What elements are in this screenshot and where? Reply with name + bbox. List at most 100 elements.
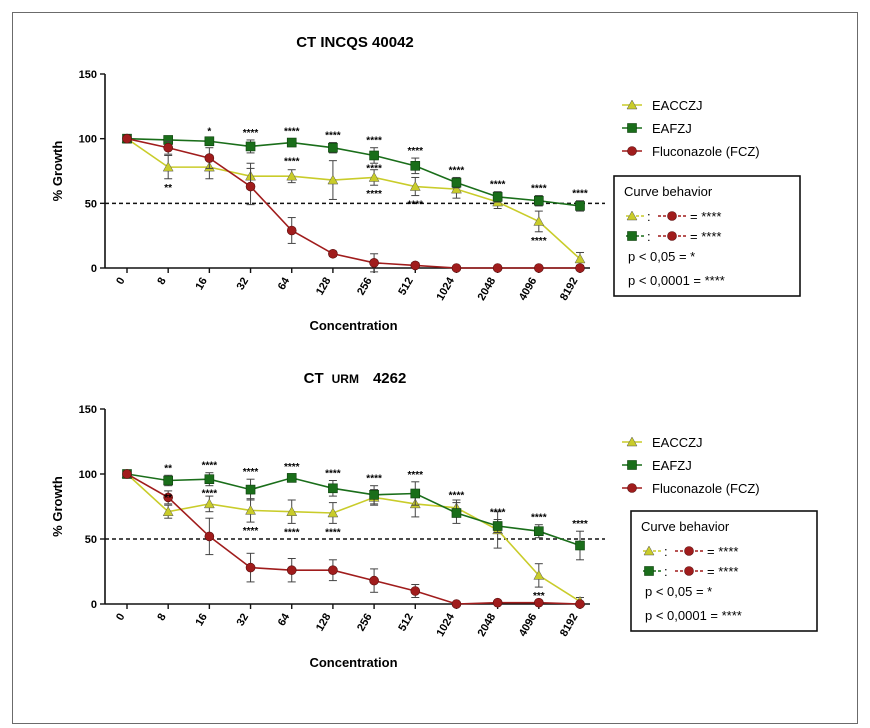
chart-title-part: URM xyxy=(332,372,359,386)
significance-label: **** xyxy=(284,462,300,473)
data-point xyxy=(328,142,338,153)
data-point xyxy=(451,263,462,273)
x-tick-label: 0 xyxy=(114,612,127,623)
data-point xyxy=(369,489,379,500)
data-point xyxy=(286,506,298,516)
data-point xyxy=(575,263,585,273)
significance-label: **** xyxy=(284,527,300,538)
x-tick-label: 16 xyxy=(193,276,210,293)
curve-behavior-box xyxy=(630,510,818,632)
data-point xyxy=(328,565,338,576)
legend-marker xyxy=(626,99,638,110)
significance-label: **** xyxy=(325,469,341,480)
chart-title-part: CT xyxy=(304,370,324,387)
data-point xyxy=(492,263,503,273)
significance-label: **** xyxy=(407,146,423,157)
data-point xyxy=(534,526,544,537)
significance-label: **** xyxy=(366,474,382,485)
data-point xyxy=(204,153,215,163)
significance-label: ** xyxy=(164,183,172,194)
x-tick-label: 32 xyxy=(235,276,252,293)
curve-row-marker xyxy=(684,546,694,556)
y-tick-label: 0 xyxy=(91,599,97,611)
curve-row-marker xyxy=(644,566,654,576)
curve-row-marker xyxy=(684,566,694,576)
data-point xyxy=(286,137,297,148)
x-tick-label: 32 xyxy=(235,612,252,629)
data-point xyxy=(574,253,586,264)
x-tick-label: 4096 xyxy=(517,276,540,303)
p-value-line-2: p < 0,0001 = **** xyxy=(628,273,725,288)
series-triangle xyxy=(121,468,586,606)
significance-label: **** xyxy=(243,467,259,478)
y-axis-label: % Growth xyxy=(50,476,65,537)
x-tick-label: 512 xyxy=(396,276,416,298)
legend-marker xyxy=(627,123,637,133)
significance-label: ** xyxy=(164,463,172,474)
y-axis-label: % Growth xyxy=(50,141,65,202)
x-tick-label: 8 xyxy=(155,612,168,623)
y-tick-label: 0 xyxy=(91,263,97,275)
chart-title: CT URM 4262 xyxy=(304,370,407,387)
curve-row-sep: : xyxy=(647,209,651,224)
curve-row-eq: = **** xyxy=(690,209,721,224)
data-point xyxy=(328,483,338,494)
curve-row-marker xyxy=(667,211,677,221)
data-point xyxy=(369,258,379,268)
legend-marker xyxy=(627,483,637,493)
legend-label: EAFZJ xyxy=(652,121,692,136)
data-point xyxy=(122,469,132,479)
data-point xyxy=(492,521,503,531)
data-point xyxy=(368,171,380,182)
data-point xyxy=(533,215,545,226)
significance-label: **** xyxy=(531,513,547,524)
x-axis-label: Concentration xyxy=(309,655,397,670)
y-tick-label: 100 xyxy=(79,469,97,481)
series-square xyxy=(122,469,585,561)
x-tick-label: 2048 xyxy=(476,276,499,303)
y-tick-label: 150 xyxy=(79,404,97,416)
chart-panel-1: CT INCQS 40042 0 50 100 150 0 8 16 32 64 128 256 512… xyxy=(50,34,801,333)
significance-label: **** xyxy=(490,180,506,191)
data-point xyxy=(410,488,421,499)
legend-marker xyxy=(627,460,637,470)
series-line xyxy=(126,137,580,269)
data-point xyxy=(410,161,421,171)
data-point xyxy=(327,507,339,518)
curve-row-eq: = **** xyxy=(707,544,738,559)
data-point xyxy=(286,473,297,483)
data-point xyxy=(204,136,215,147)
curve-row-eq: = **** xyxy=(707,564,738,579)
significance-label: **** xyxy=(243,526,259,537)
data-point xyxy=(245,484,256,495)
chart-title-part: 4262 xyxy=(373,370,406,387)
significance-label: **** xyxy=(284,156,300,167)
x-tick-label: 16 xyxy=(193,612,210,629)
data-point xyxy=(534,195,544,206)
significance-label: *** xyxy=(533,591,545,602)
data-point xyxy=(245,562,256,573)
significance-label: **** xyxy=(407,470,423,481)
significance-label: ** xyxy=(164,493,172,504)
data-point xyxy=(328,248,338,259)
data-point xyxy=(575,599,585,609)
x-tick-label: 0 xyxy=(114,276,127,287)
data-point xyxy=(204,531,215,542)
figure-frame xyxy=(12,12,858,724)
data-point xyxy=(286,565,297,576)
data-point xyxy=(451,599,462,609)
data-point xyxy=(122,133,132,144)
series-line xyxy=(126,137,581,207)
significance-label: **** xyxy=(572,519,588,530)
data-point xyxy=(533,569,545,580)
data-point xyxy=(162,506,174,516)
curve-row-eq: = **** xyxy=(690,229,721,244)
significance-label: **** xyxy=(366,163,382,174)
series-line xyxy=(126,473,581,605)
significance-label: **** xyxy=(284,127,300,138)
p-value-line-1: p < 0,05 = * xyxy=(645,584,712,599)
p-value-line-1: p < 0,05 = * xyxy=(628,249,695,264)
p-value-line-2: p < 0,0001 = **** xyxy=(645,608,742,623)
significance-label: **** xyxy=(366,136,382,147)
